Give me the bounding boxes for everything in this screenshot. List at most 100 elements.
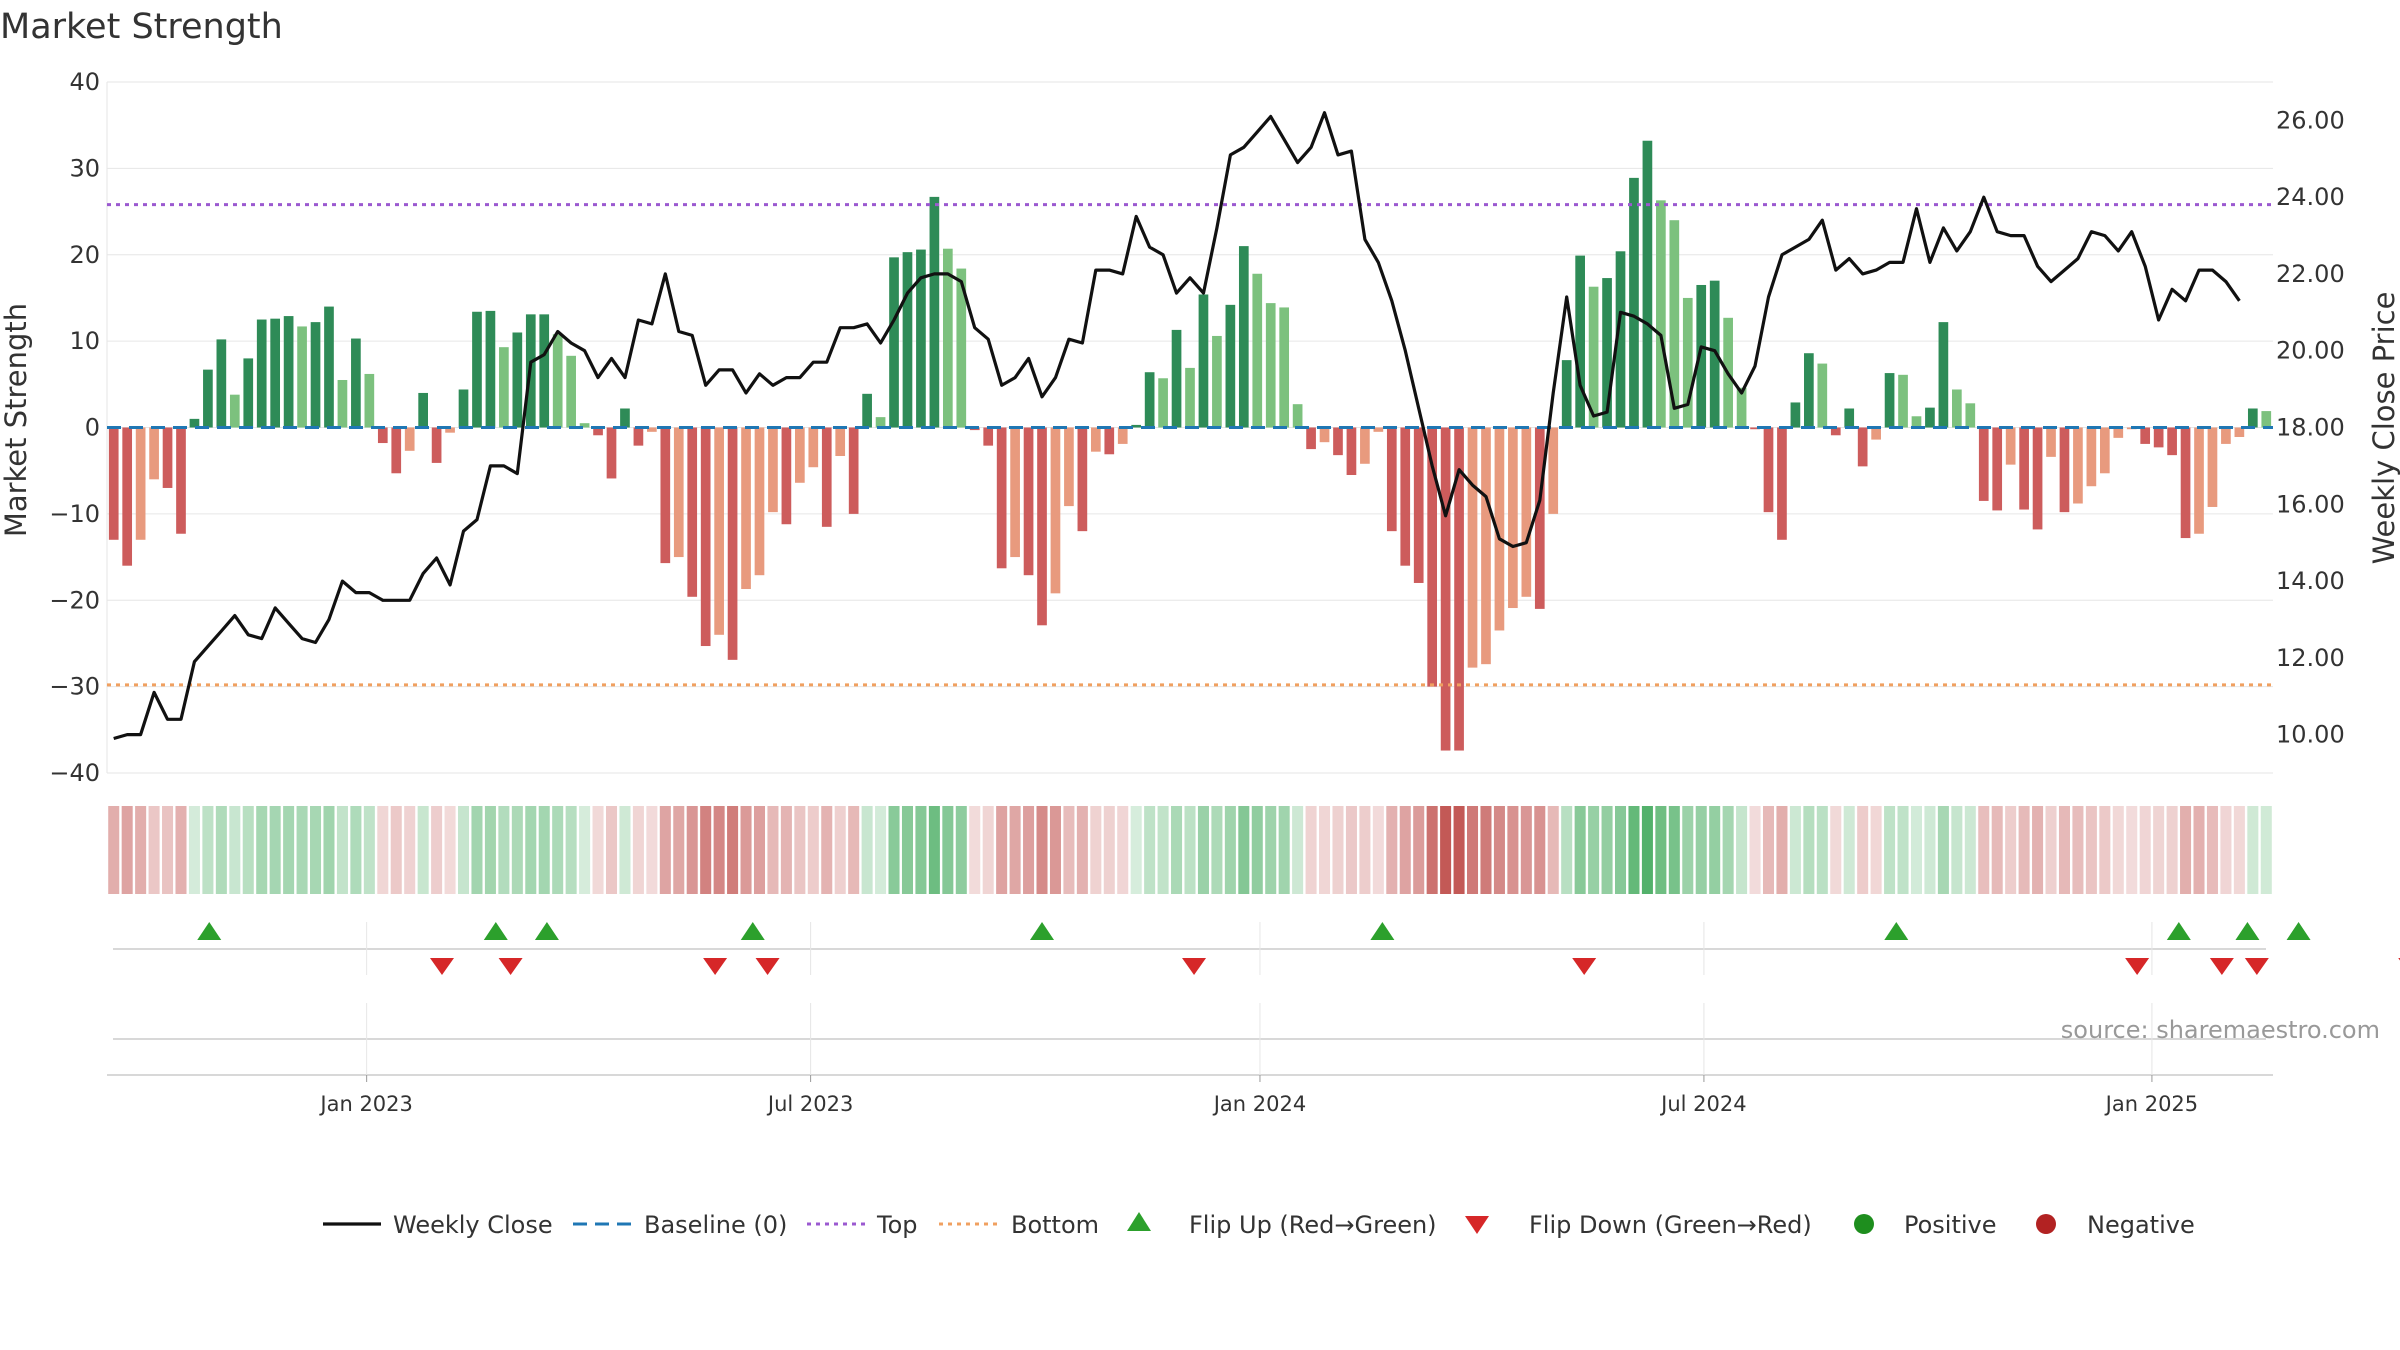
legend-swatch-positive-icon [1854,1214,1874,1234]
strength-bar [1871,427,1881,440]
heat-cell [2045,806,2057,894]
heat-cell [538,806,550,894]
strength-bar [1561,360,1572,428]
heat-cell [1722,806,1734,894]
strength-bar [1736,387,1747,428]
strength-bar [1090,427,1101,452]
strength-bar [324,306,334,428]
legend-label-flip-down: Flip Down (Green→Red) [1529,1211,1812,1239]
heat-cell [457,806,470,894]
y-tick-label: −30 [49,673,100,701]
heat-cell [1857,806,1869,894]
strength-bar [566,355,576,428]
y2-tick-label: 22.00 [2276,260,2345,288]
strength-bar [1037,427,1047,626]
heat-cell [901,806,913,894]
strength-bar [1992,427,2003,511]
strength-bar [1373,427,1384,432]
heat-cell [875,806,887,894]
heat-cell [579,806,591,894]
heat-cell [1278,806,1290,894]
strength-bar [1292,404,1303,428]
heat-cell [969,806,981,894]
strength-bar [364,373,375,428]
strength-bar [1508,427,1518,609]
strength-bar [1360,427,1370,464]
strength-bar [1817,363,1828,428]
heat-cell [108,806,120,894]
strength-bar [229,394,240,428]
heat-cell [659,806,671,894]
strength-bar [445,427,455,433]
strength-bar [1346,427,1357,476]
strength-bar [821,427,832,527]
strength-bar [1319,427,1330,443]
strength-bar [351,338,361,428]
strength-bar [203,369,213,428]
heat-cell [1265,806,1277,894]
heat-cell [1507,806,1519,894]
heat-cell [296,806,308,894]
flip-up-icon [2166,922,2191,940]
strength-bar [2086,427,2097,487]
reference-lines [107,203,2273,687]
strength-bar [2099,427,2110,474]
y2-tick-label: 14.00 [2276,567,2345,595]
heat-cell [1641,806,1653,894]
y-tick-label: −20 [49,586,100,614]
strength-bar [189,418,200,428]
strength-bar [1629,177,1639,428]
y2-axis-label: Weekly Close Price [2367,292,2400,565]
strength-bar [1467,427,1478,668]
heat-cell [229,806,241,894]
legend-swatch-flip-down-icon [1465,1216,1489,1234]
strength-bar [1064,427,1074,507]
strength-bar [283,316,294,428]
y-tick-label: 40 [69,68,100,96]
heat-cell [121,806,133,894]
strength-bar [552,334,563,428]
flip-up-icon [483,922,508,940]
strength-bar [2153,427,2164,448]
strength-bar [2207,427,2218,507]
legend-label-top: Top [876,1211,918,1239]
heat-cell [2193,806,2205,894]
y-tick-label: 30 [69,154,100,182]
heat-cell [700,806,712,894]
strength-bar [108,427,119,540]
strength-bar [1238,246,1249,428]
flip-markers-panel [107,922,2400,1076]
strength-bar [2113,427,2124,438]
y-tick-label: −10 [49,500,100,528]
strength-bar [687,427,698,597]
strength-bar [256,319,267,428]
heat-cell [1668,806,1680,894]
heat-cell [431,806,443,894]
strength-bar [2261,411,2272,428]
strength-bar [1198,294,1209,428]
strength-bar [1750,427,1760,430]
strength-bar [122,427,133,566]
strength-bar [1602,278,1612,428]
strength-bar [1077,427,1088,532]
heat-cell [1076,806,1088,894]
legend-label-weekly-close: Weekly Close [393,1211,553,1239]
heat-cell [1493,806,1505,894]
heat-cell [1157,806,1169,894]
strength-bar [1884,373,1895,428]
strength-bar [916,249,926,428]
strength-bar [2194,427,2204,534]
right-axis-ticks: 10.00 12.00 14.00 16.00 18.00 20.00 22.00 24.00… [2276,106,2345,748]
strength-bar [176,427,186,534]
heat-cell [1897,806,1909,894]
heat-cell [2072,806,2084,894]
heat-cell [915,806,927,894]
strength-bar [1023,427,1034,576]
heat-cell [2153,806,2165,894]
heat-cell [1924,806,1936,894]
heat-cell [1171,806,1183,894]
strength-bar [1898,374,1908,428]
heat-cell [417,806,429,894]
strength-bar [512,332,523,428]
heat-cell [1332,806,1344,894]
